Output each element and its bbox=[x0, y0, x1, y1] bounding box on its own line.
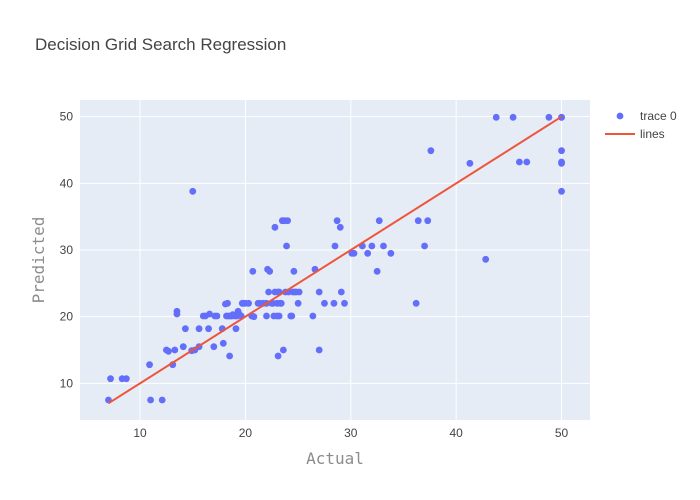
scatter-point[interactable] bbox=[146, 361, 153, 369]
scatter-point[interactable] bbox=[516, 158, 523, 166]
line-series-lines bbox=[107, 115, 563, 405]
scatter-point[interactable] bbox=[427, 147, 435, 155]
scatter-point[interactable] bbox=[158, 396, 166, 404]
scatter-point[interactable] bbox=[147, 396, 154, 404]
x-tick-label: 40 bbox=[449, 426, 463, 440]
scatter-point[interactable] bbox=[341, 299, 348, 307]
scatter-point[interactable] bbox=[288, 312, 296, 320]
scatter-point[interactable] bbox=[380, 242, 387, 250]
scatter-point[interactable] bbox=[271, 223, 279, 231]
scatter-point[interactable] bbox=[274, 352, 282, 360]
scatter-point[interactable] bbox=[558, 158, 565, 166]
scatter-point[interactable] bbox=[336, 223, 344, 231]
scatter-point[interactable] bbox=[315, 346, 323, 354]
scatter-point[interactable] bbox=[279, 346, 287, 354]
x-tick-label: 20 bbox=[239, 426, 253, 440]
scatter-point[interactable] bbox=[509, 113, 517, 121]
scatter-point[interactable] bbox=[107, 375, 114, 383]
scatter-point[interactable] bbox=[545, 113, 553, 121]
scatter-point[interactable] bbox=[387, 249, 395, 257]
scatter-series-trace-0 bbox=[105, 113, 565, 404]
legend-item-trace-0[interactable]: trace 0 bbox=[616, 109, 677, 123]
y-axis-title: Predicted bbox=[29, 217, 48, 304]
scatter-point[interactable] bbox=[333, 217, 341, 225]
legend-label-lines: lines bbox=[640, 127, 665, 141]
scatter-point[interactable] bbox=[321, 299, 328, 307]
scatter-point[interactable] bbox=[364, 249, 372, 257]
scatter-point[interactable] bbox=[373, 267, 381, 275]
scatter-point[interactable] bbox=[181, 325, 189, 333]
legend-item-lines[interactable]: lines bbox=[605, 127, 665, 141]
scatter-point[interactable] bbox=[226, 352, 234, 360]
scatter-point[interactable] bbox=[210, 343, 218, 351]
scatter-point[interactable] bbox=[330, 299, 338, 307]
scatter-point[interactable] bbox=[263, 312, 270, 320]
scatter-point[interactable] bbox=[122, 375, 130, 383]
scatter-point[interactable] bbox=[492, 113, 500, 121]
y-tick-label: 50 bbox=[60, 110, 74, 124]
scatter-point[interactable] bbox=[232, 325, 240, 333]
y-tick-label: 10 bbox=[60, 376, 74, 390]
scatter-point[interactable] bbox=[368, 242, 376, 250]
scatter-point[interactable] bbox=[295, 288, 303, 296]
scatter-point[interactable] bbox=[309, 312, 317, 320]
legend-label-trace-0: trace 0 bbox=[640, 109, 677, 123]
scatter-point[interactable] bbox=[331, 242, 339, 250]
scatter-point[interactable] bbox=[266, 267, 274, 275]
scatter-point[interactable] bbox=[165, 347, 172, 355]
scatter-point[interactable] bbox=[315, 288, 323, 296]
scatter-point[interactable] bbox=[284, 217, 291, 225]
x-axis-title: Actual bbox=[306, 449, 364, 468]
scatter-point[interactable] bbox=[205, 325, 212, 333]
y-tick-label: 20 bbox=[60, 310, 74, 324]
scatter-point[interactable] bbox=[414, 217, 422, 225]
scatter-point[interactable] bbox=[249, 267, 257, 275]
scatter-point[interactable] bbox=[558, 187, 565, 195]
scatter-point[interactable] bbox=[277, 299, 285, 307]
scatter-point[interactable] bbox=[482, 255, 490, 263]
scatter-point[interactable] bbox=[173, 310, 181, 318]
scatter-point[interactable] bbox=[179, 343, 187, 351]
x-tick-label: 30 bbox=[344, 426, 358, 440]
scatter-point[interactable] bbox=[424, 217, 432, 225]
x-tick-label: 10 bbox=[133, 426, 147, 440]
scatter-point[interactable] bbox=[290, 267, 298, 275]
grid-lines bbox=[80, 100, 590, 420]
scatter-point[interactable] bbox=[523, 158, 531, 166]
scatter-point[interactable] bbox=[189, 187, 197, 195]
scatter-point[interactable] bbox=[171, 346, 179, 354]
x-tick-label: 50 bbox=[555, 426, 569, 440]
series-layer bbox=[105, 113, 565, 405]
scatter-point[interactable] bbox=[265, 288, 273, 296]
scatter-point[interactable] bbox=[350, 249, 358, 257]
scatter-point[interactable] bbox=[337, 288, 345, 296]
scatter-point[interactable] bbox=[283, 242, 290, 250]
scatter-point[interactable] bbox=[294, 299, 302, 307]
scatter-point[interactable] bbox=[219, 339, 227, 347]
legend[interactable]: trace 0 lines bbox=[605, 109, 677, 141]
scatter-point[interactable] bbox=[466, 159, 474, 167]
scatter-point[interactable] bbox=[250, 313, 258, 321]
chart-title: Decision Grid Search Regression bbox=[35, 35, 286, 54]
scatter-point[interactable] bbox=[213, 312, 221, 320]
scatter-point[interactable] bbox=[275, 312, 283, 320]
scatter-point[interactable] bbox=[224, 299, 231, 307]
scatter-point[interactable] bbox=[206, 310, 214, 318]
legend-marker-trace-0 bbox=[616, 112, 624, 120]
y-tick-label: 40 bbox=[60, 176, 74, 190]
scatter-point[interactable] bbox=[375, 217, 383, 225]
y-tick-label: 30 bbox=[60, 243, 74, 257]
scatter-point[interactable] bbox=[245, 299, 252, 307]
scatter-point[interactable] bbox=[421, 242, 428, 250]
scatter-point[interactable] bbox=[195, 325, 203, 333]
tick-labels: 10 20 30 40 50 10 20 30 40 50 bbox=[60, 110, 569, 440]
scatter-point[interactable] bbox=[412, 299, 420, 307]
scatter-point[interactable] bbox=[558, 147, 565, 155]
